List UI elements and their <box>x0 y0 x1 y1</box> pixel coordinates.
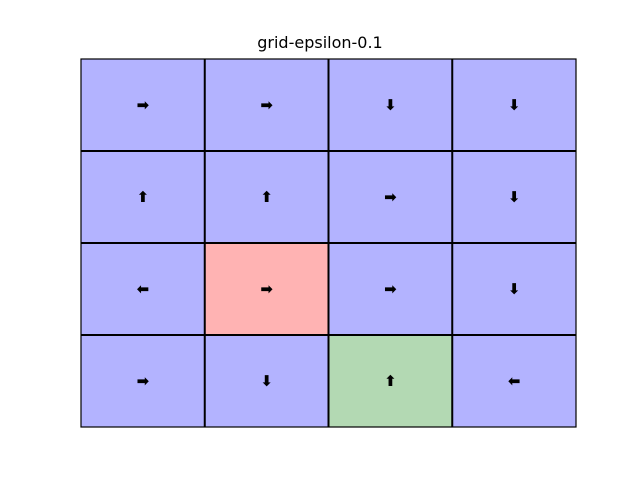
grid-border <box>80 58 577 428</box>
policy-arrow-icon: ⬇ <box>508 96 521 114</box>
policy-arrow-icon: ⬇ <box>508 188 521 206</box>
policy-arrow-icon: ⬆ <box>137 188 150 206</box>
grid-cell-start <box>204 243 329 335</box>
grid-cell-normal <box>204 335 329 427</box>
grid-cell-normal <box>452 59 576 151</box>
grid-cell-goal <box>328 335 453 427</box>
grid-cell-normal <box>204 59 329 151</box>
figure-title: grid-epsilon-0.1 <box>257 33 383 52</box>
policy-arrow-icon: ➡ <box>260 280 273 298</box>
grid-cell-normal <box>81 151 205 243</box>
grid-cell-normal <box>328 59 453 151</box>
policy-arrow-icon: ➡ <box>384 188 397 206</box>
grid-cell-normal <box>81 59 205 151</box>
policy-arrow-icon: ⬆ <box>384 372 397 390</box>
policy-arrow-icon: ➡ <box>384 280 397 298</box>
policy-arrow-icon: ⬇ <box>508 280 521 298</box>
policy-arrow-icon: ⬇ <box>260 372 273 390</box>
policy-arrow-icon: ➡ <box>137 96 150 114</box>
grid-cell-normal <box>204 151 329 243</box>
policy-arrow-icon: ➡ <box>137 372 150 390</box>
grid-cell-normal <box>452 335 576 427</box>
grid-cell-normal <box>328 243 453 335</box>
grid-cell-normal <box>328 151 453 243</box>
grid-cell-normal <box>452 243 576 335</box>
grid-cell-normal <box>81 335 205 427</box>
policy-arrow-icon: ⬅ <box>508 372 521 390</box>
policy-arrow-icon: ⬅ <box>137 280 150 298</box>
grid-cell-normal <box>81 243 205 335</box>
policy-arrow-icon: ⬆ <box>260 188 273 206</box>
policy-arrow-icon: ➡ <box>260 96 273 114</box>
policy-arrow-icon: ⬇ <box>384 96 397 114</box>
grid-cell-normal <box>452 151 576 243</box>
